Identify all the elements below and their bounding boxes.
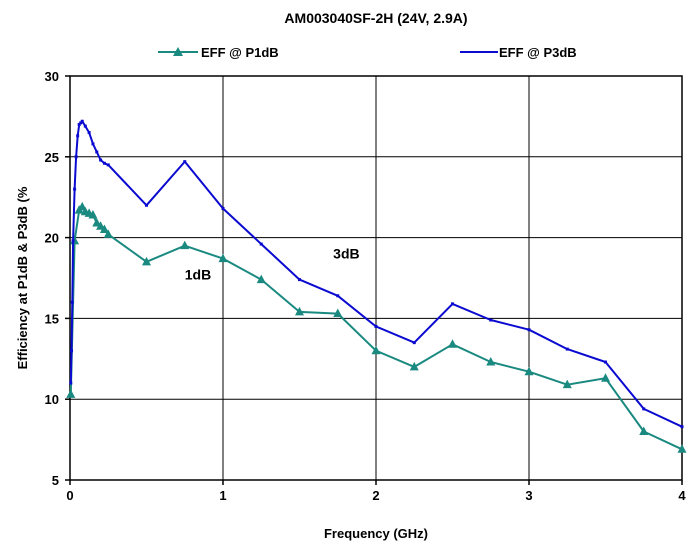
data-point-p1db [333, 308, 343, 318]
x-tick-label: 4 [678, 488, 686, 503]
data-point-p3db [95, 150, 99, 154]
data-point-p3db [91, 142, 95, 146]
data-point-p1db [562, 379, 572, 389]
data-point-p3db [451, 302, 454, 306]
grid [70, 76, 682, 480]
data-point-p1db [142, 256, 151, 266]
data-point-p1db [409, 361, 419, 371]
x-tick-label: 0 [66, 488, 73, 503]
chart-title: AM003040SF-2H (24V, 2.9A) [284, 10, 467, 26]
data-point-p3db [412, 341, 416, 345]
y-tick-label: 5 [52, 473, 59, 488]
data-point-p3db [680, 425, 684, 429]
data-point-p3db [71, 239, 75, 243]
y-axis-label: Efficiency at P1dB & P3dB (% [15, 186, 30, 369]
data-point-p1db [524, 366, 534, 376]
legend-triangle-marker [173, 47, 183, 56]
data-point-p3db [102, 161, 106, 165]
data-point-p3db [642, 407, 646, 411]
data-point-p3db [221, 207, 225, 211]
data-point-p3db [74, 155, 78, 159]
data-point-p1db [180, 240, 190, 250]
data-point-p3db [604, 360, 607, 364]
data-point-p3db [565, 347, 569, 351]
series-layer [66, 119, 687, 453]
data-point-p3db [73, 187, 77, 191]
data-point-p3db [374, 324, 378, 328]
data-point-p3db [336, 294, 340, 298]
y-tick-label: 30 [45, 69, 59, 84]
data-point-p3db [70, 349, 74, 353]
data-point-p3db [69, 381, 73, 385]
data-point-p3db [99, 158, 103, 162]
data-point-p3db [106, 163, 110, 167]
annotations: 1dB 3dB [185, 246, 360, 283]
data-point-p1db [66, 389, 76, 398]
data-point-p3db [77, 122, 81, 126]
data-point-p1db [99, 224, 109, 234]
data-point-p1db [486, 357, 496, 366]
data-point-p3db [145, 203, 148, 207]
axis-ticks: 0 1 2 3 4 5 10 15 20 25 30 [45, 69, 687, 503]
data-point-p1db [639, 426, 649, 436]
x-tick-label: 1 [219, 488, 226, 503]
annotation-1db: 1dB [185, 267, 211, 283]
y-tick-label: 15 [45, 311, 59, 326]
data-point-p1db [601, 373, 610, 382]
data-point-p1db [295, 306, 304, 316]
annotation-3db: 3dB [333, 246, 359, 262]
x-tick-label: 3 [525, 488, 532, 503]
data-point-p3db [489, 318, 493, 322]
data-point-p3db [87, 131, 91, 135]
x-tick-label: 2 [372, 488, 379, 503]
data-point-p3db [83, 124, 87, 128]
y-tick-label: 25 [45, 150, 59, 165]
data-point-p3db [259, 242, 263, 246]
data-point-p3db [79, 121, 83, 125]
data-point-p3db [183, 160, 187, 164]
data-point-p1db [448, 339, 457, 348]
x-axis-label: Frequency (GHz) [324, 526, 428, 541]
y-tick-label: 20 [45, 231, 59, 246]
data-point-p1db [103, 229, 113, 238]
data-point-p3db [70, 300, 74, 304]
data-point-p3db [298, 278, 301, 282]
legend-label-p3db: EFF @ P3dB [499, 45, 577, 60]
data-point-p1db [371, 345, 381, 355]
data-point-p1db [218, 253, 228, 263]
data-point-p1db [677, 444, 687, 453]
series-line-p3db [69, 120, 683, 428]
data-point-p3db [80, 119, 84, 123]
data-point-p1db [256, 274, 266, 284]
data-point-p3db [76, 134, 80, 138]
legend: EFF @ P1dB EFF @ P3dB [158, 45, 577, 60]
data-point-p1db [88, 209, 98, 219]
y-tick-label: 10 [45, 392, 59, 407]
data-point-p3db [527, 328, 531, 332]
data-point-p1db [77, 201, 87, 211]
legend-label-p1db: EFF @ P1dB [201, 45, 279, 60]
